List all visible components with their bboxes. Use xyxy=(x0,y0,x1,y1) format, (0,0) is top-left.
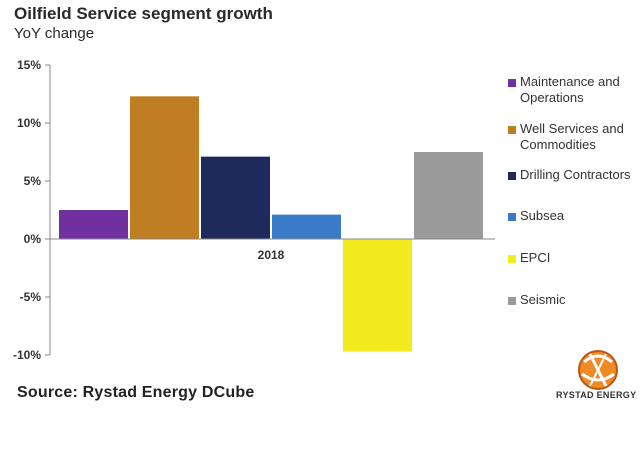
bar-3 xyxy=(272,214,341,239)
y-tick-label: 10% xyxy=(17,116,41,130)
legend-swatch xyxy=(508,213,516,221)
legend-swatch xyxy=(508,126,516,134)
legend-swatch xyxy=(508,297,516,305)
logo-text: RYSTAD ENERGY xyxy=(556,390,637,400)
bar-1 xyxy=(130,96,199,239)
chart-subtitle: YoY change xyxy=(14,25,95,42)
legend-item: Maintenance and Operations xyxy=(508,74,638,106)
legend-swatch xyxy=(508,172,516,180)
y-tick-label: -10% xyxy=(13,348,41,362)
legend-label: Subsea xyxy=(520,208,565,223)
y-tick-label: 15% xyxy=(17,58,41,72)
y-tick-label: 0% xyxy=(24,232,42,246)
y-tick-label: 5% xyxy=(24,174,42,188)
legend-item: Well Services and Commodities xyxy=(508,121,638,153)
legend-swatch xyxy=(508,79,516,87)
legend-label: Well Services and Commodities xyxy=(520,121,624,152)
legend-label: EPCI xyxy=(520,250,551,265)
bar-0 xyxy=(59,210,128,239)
bar-4 xyxy=(343,239,412,352)
legend-swatch xyxy=(508,255,516,263)
legend-label: Drilling Contractors xyxy=(520,167,631,182)
legend-label: Seismic xyxy=(520,292,566,307)
legend-item: Subsea xyxy=(508,208,638,224)
y-tick-label: -5% xyxy=(20,290,42,304)
bar-2 xyxy=(201,156,270,239)
source-note: Source: Rystad Energy DCube xyxy=(17,384,255,401)
legend-item: Drilling Contractors xyxy=(508,167,638,183)
bar-5 xyxy=(414,152,483,239)
legend-item: Seismic xyxy=(508,292,638,308)
legend-item: EPCI xyxy=(508,250,638,266)
rystad-logo-icon xyxy=(578,350,618,390)
chart-title: Oilfield Service segment growth xyxy=(14,4,273,23)
legend-label: Maintenance and Operations xyxy=(520,74,620,105)
x-category-label: 2018 xyxy=(258,248,285,262)
